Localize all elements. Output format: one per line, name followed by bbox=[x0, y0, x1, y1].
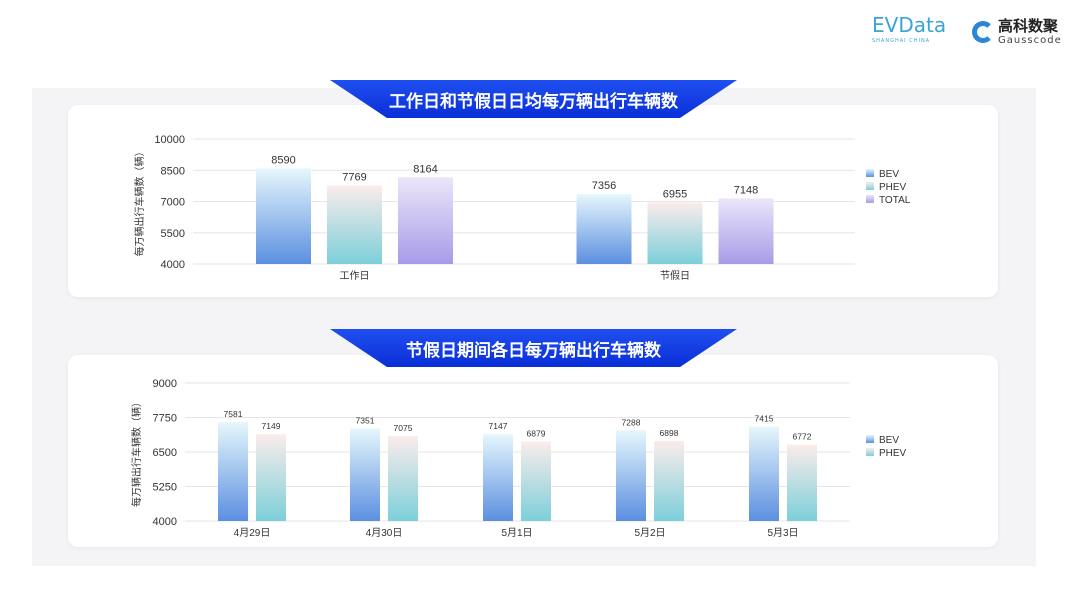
bar-bev bbox=[218, 422, 248, 521]
y-tick-label: 5500 bbox=[161, 228, 185, 240]
bar-total bbox=[398, 177, 453, 264]
x-tick-label: 5月2日 bbox=[634, 527, 665, 539]
y-tick-label: 7750 bbox=[153, 413, 177, 425]
legend-swatch bbox=[866, 195, 874, 203]
x-tick-label: 4月29日 bbox=[234, 527, 271, 539]
legend-label: TOTAL bbox=[879, 195, 911, 206]
data-label: 7351 bbox=[356, 416, 375, 426]
gausscode-logo: 高科数聚 Gausscode bbox=[972, 17, 1062, 47]
chart-title-1: 工作日和节假日日均每万辆出行车辆数 bbox=[330, 80, 737, 118]
legend-swatch bbox=[866, 182, 874, 190]
y-tick-label: 8500 bbox=[161, 165, 185, 177]
bar-phev bbox=[654, 441, 684, 521]
bar-phev bbox=[256, 434, 286, 521]
evdata-logo-text: EVData bbox=[872, 13, 947, 37]
y-tick-label: 7000 bbox=[161, 197, 185, 209]
x-tick-label: 5月3日 bbox=[767, 527, 798, 539]
data-label: 7075 bbox=[394, 423, 413, 433]
bar-phev bbox=[787, 444, 817, 521]
bar-bev bbox=[483, 434, 513, 521]
y-axis-label: 每万辆出行车辆数（辆） bbox=[130, 397, 143, 507]
bar-phev bbox=[388, 436, 418, 521]
y-tick-label: 10000 bbox=[154, 134, 185, 146]
legend-swatch bbox=[866, 169, 874, 177]
y-tick-label: 4000 bbox=[161, 259, 185, 271]
evdata-logo: EVData SHANGHAI CHINA bbox=[872, 14, 946, 45]
data-label: 7149 bbox=[262, 421, 281, 431]
data-label: 7581 bbox=[224, 409, 243, 419]
data-label: 8590 bbox=[271, 154, 295, 166]
y-axis-label: 每万辆出行车辆数（辆） bbox=[133, 147, 146, 257]
data-label: 7415 bbox=[755, 414, 774, 424]
data-label: 7769 bbox=[342, 171, 366, 183]
legend-label: PHEV bbox=[879, 182, 907, 193]
legend-label: BEV bbox=[879, 169, 899, 180]
data-label: 7288 bbox=[622, 417, 641, 427]
bar-bev bbox=[616, 430, 646, 521]
data-label: 8164 bbox=[413, 163, 437, 175]
bar-phev bbox=[647, 202, 703, 264]
data-label: 7147 bbox=[489, 421, 508, 431]
data-label: 7356 bbox=[592, 180, 616, 192]
data-label: 6879 bbox=[527, 429, 546, 439]
x-tick-label: 节假日 bbox=[660, 269, 690, 282]
bar-bev bbox=[350, 428, 380, 521]
gausscode-logo-mark-icon bbox=[972, 21, 994, 43]
x-tick-label: 4月30日 bbox=[366, 527, 403, 539]
chart-title-2: 节假日期间各日每万辆出行车辆数 bbox=[330, 329, 737, 367]
legend-swatch bbox=[866, 435, 874, 443]
bar-bev bbox=[576, 194, 632, 264]
data-label: 6955 bbox=[663, 188, 687, 200]
evdata-logo-sub: SHANGHAI CHINA bbox=[872, 38, 931, 44]
legend-label: PHEV bbox=[879, 448, 907, 459]
data-label: 6898 bbox=[660, 428, 679, 438]
bar-bev bbox=[749, 426, 779, 521]
y-tick-label: 9000 bbox=[153, 378, 177, 390]
bar-total bbox=[718, 198, 774, 264]
data-label: 6772 bbox=[793, 431, 812, 441]
bar-phev bbox=[327, 185, 382, 264]
gausscode-logo-cn: 高科数聚 bbox=[998, 17, 1059, 35]
x-tick-label: 5月1日 bbox=[501, 527, 532, 539]
y-tick-label: 4000 bbox=[153, 516, 177, 528]
data-label: 7148 bbox=[734, 184, 758, 196]
legend-label: BEV bbox=[879, 435, 899, 446]
y-tick-label: 6500 bbox=[153, 447, 177, 459]
bar-phev bbox=[521, 441, 551, 521]
bar-bev bbox=[256, 168, 311, 264]
legend-swatch bbox=[866, 448, 874, 456]
gausscode-logo-en: Gausscode bbox=[998, 35, 1062, 46]
x-tick-label: 工作日 bbox=[340, 270, 370, 282]
y-tick-label: 5250 bbox=[153, 482, 177, 494]
